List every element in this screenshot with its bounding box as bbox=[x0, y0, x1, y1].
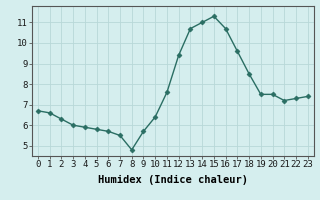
X-axis label: Humidex (Indice chaleur): Humidex (Indice chaleur) bbox=[98, 175, 248, 185]
